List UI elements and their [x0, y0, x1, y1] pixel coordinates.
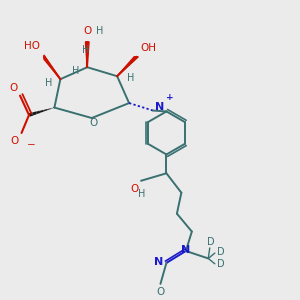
- Text: H: H: [96, 26, 103, 37]
- Text: O: O: [10, 136, 19, 146]
- Text: +: +: [166, 93, 173, 102]
- Text: OH: OH: [140, 43, 156, 53]
- Text: D: D: [217, 260, 224, 269]
- Text: H: H: [127, 73, 134, 83]
- Text: N: N: [155, 102, 165, 112]
- Text: N: N: [154, 257, 164, 267]
- Polygon shape: [117, 57, 138, 76]
- Text: N: N: [181, 245, 190, 255]
- Text: O: O: [130, 184, 139, 194]
- Text: −: −: [27, 140, 36, 149]
- Polygon shape: [85, 42, 89, 67]
- Text: HO: HO: [24, 41, 40, 51]
- Text: H: H: [138, 189, 145, 199]
- Text: D: D: [207, 237, 214, 247]
- Text: O: O: [9, 83, 18, 93]
- Text: O: O: [83, 26, 92, 37]
- Text: O: O: [156, 287, 165, 297]
- Text: O: O: [89, 118, 98, 128]
- Polygon shape: [44, 55, 60, 79]
- Text: H: H: [45, 78, 52, 88]
- Text: D: D: [217, 248, 224, 257]
- Text: H: H: [82, 45, 89, 55]
- Text: H: H: [71, 66, 79, 76]
